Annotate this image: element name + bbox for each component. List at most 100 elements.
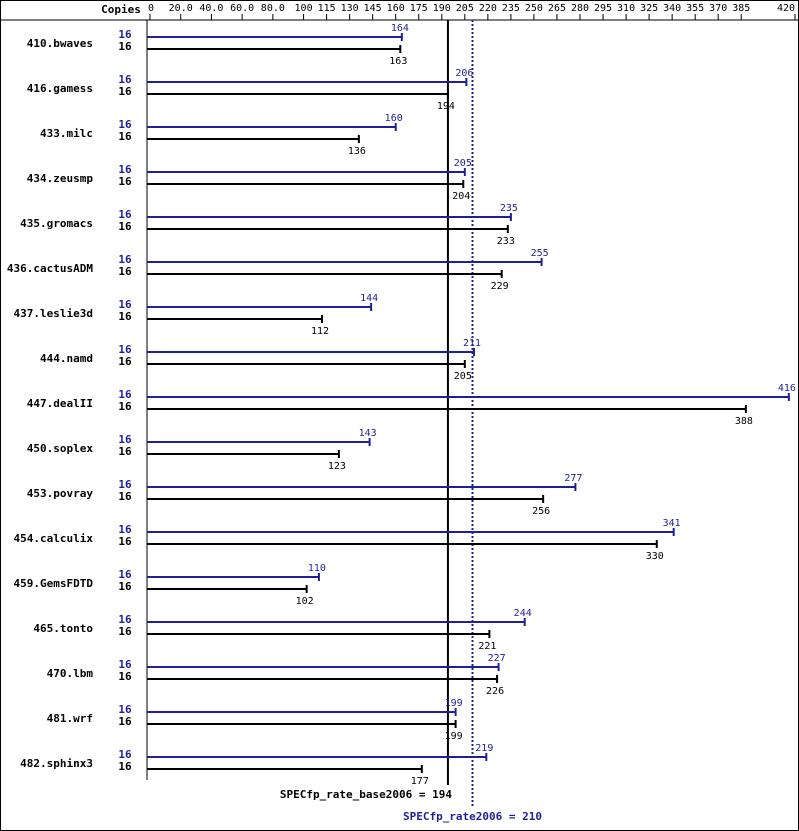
copies-label: 16 bbox=[118, 580, 132, 593]
x-tick-label: 265 bbox=[548, 3, 566, 14]
value-label: 229 bbox=[491, 281, 509, 292]
category-label: 454.calculix bbox=[14, 532, 94, 545]
value-label: 235 bbox=[500, 203, 518, 214]
copies-label: 16 bbox=[118, 265, 132, 278]
copies-label: 16 bbox=[118, 715, 132, 728]
copies-label: 16 bbox=[118, 568, 132, 581]
x-tick-label: 280 bbox=[571, 3, 589, 14]
copies-label: 16 bbox=[118, 163, 132, 176]
x-tick-label: 115 bbox=[318, 3, 336, 14]
value-label: 256 bbox=[532, 506, 550, 517]
copies-label: 16 bbox=[118, 28, 132, 41]
category-label: 450.soplex bbox=[27, 442, 94, 455]
value-label: 341 bbox=[663, 518, 681, 529]
copies-label: 16 bbox=[118, 535, 132, 548]
copies-label: 16 bbox=[118, 118, 132, 131]
x-tick-label: 340 bbox=[663, 3, 681, 14]
value-label: 199 bbox=[445, 698, 463, 709]
x-tick-label: 190 bbox=[433, 3, 451, 14]
copies-label: 16 bbox=[118, 658, 132, 671]
copies-label: 16 bbox=[118, 343, 132, 356]
x-tick-label: 0 bbox=[148, 3, 154, 14]
value-label: 226 bbox=[486, 686, 504, 697]
category-label: 410.bwaves bbox=[27, 37, 93, 50]
copies-label: 16 bbox=[118, 388, 132, 401]
copies-label: 16 bbox=[118, 703, 132, 716]
reference-label: SPECfp_rate2006 = 210 bbox=[403, 810, 542, 823]
value-label: 199 bbox=[445, 731, 463, 742]
x-tick-label: 40.0 bbox=[199, 3, 223, 14]
category-label: 453.povray bbox=[27, 487, 94, 500]
category-label: 435.gromacs bbox=[20, 217, 93, 230]
x-tick-label: 310 bbox=[617, 3, 635, 14]
copies-label: 16 bbox=[118, 40, 132, 53]
category-label: 444.namd bbox=[40, 352, 93, 365]
copies-label: 16 bbox=[118, 400, 132, 413]
copies-label: 16 bbox=[118, 220, 132, 233]
copies-label: 16 bbox=[118, 523, 132, 536]
copies-label: 16 bbox=[118, 613, 132, 626]
copies-label: 16 bbox=[118, 73, 132, 86]
copies-label: 16 bbox=[118, 85, 132, 98]
copies-label: 16 bbox=[118, 625, 132, 638]
x-tick-label: 250 bbox=[525, 3, 543, 14]
x-tick-label: 130 bbox=[341, 3, 359, 14]
x-tick-label: 100 bbox=[295, 3, 313, 14]
value-label: 164 bbox=[391, 23, 409, 34]
x-tick-label: 205 bbox=[456, 3, 474, 14]
value-label: 205 bbox=[454, 371, 472, 382]
value-label: 330 bbox=[646, 551, 664, 562]
value-label: 160 bbox=[385, 113, 403, 124]
category-label: 465.tonto bbox=[33, 622, 93, 635]
category-label: 447.dealII bbox=[27, 397, 93, 410]
x-tick-label: 370 bbox=[709, 3, 727, 14]
x-tick-label: 220 bbox=[479, 3, 497, 14]
copies-label: 16 bbox=[118, 253, 132, 266]
x-tick-label: 325 bbox=[640, 3, 658, 14]
value-label: 211 bbox=[463, 338, 481, 349]
category-label: 433.milc bbox=[40, 127, 93, 140]
copies-label: 16 bbox=[118, 748, 132, 761]
value-label: 205 bbox=[454, 158, 472, 169]
value-label: 219 bbox=[475, 743, 493, 754]
value-label: 143 bbox=[359, 428, 377, 439]
x-tick-label: 295 bbox=[594, 3, 612, 14]
value-label: 123 bbox=[328, 461, 346, 472]
value-label: 110 bbox=[308, 563, 326, 574]
category-label: 482.sphinx3 bbox=[20, 757, 93, 770]
copies-label: 16 bbox=[118, 478, 132, 491]
copies-label: 16 bbox=[118, 355, 132, 368]
value-label: 102 bbox=[296, 596, 314, 607]
x-tick-label: 175 bbox=[410, 3, 428, 14]
x-tick-label: 385 bbox=[732, 3, 750, 14]
x-tick-label: 160 bbox=[387, 3, 405, 14]
x-tick-label: 145 bbox=[364, 3, 382, 14]
value-label: 206 bbox=[455, 68, 473, 79]
value-label: 416 bbox=[778, 383, 796, 394]
value-label: 277 bbox=[564, 473, 582, 484]
category-label: 436.cactusADM bbox=[7, 262, 93, 275]
copies-label: 16 bbox=[118, 433, 132, 446]
copies-label: 16 bbox=[118, 445, 132, 458]
category-label: 416.gamess bbox=[27, 82, 93, 95]
copies-label: 16 bbox=[118, 175, 132, 188]
value-label: 388 bbox=[735, 416, 753, 427]
value-label: 112 bbox=[311, 326, 329, 337]
value-label: 204 bbox=[452, 191, 470, 202]
x-tick-label: 420 bbox=[777, 3, 795, 14]
x-tick-label: 60.0 bbox=[230, 3, 254, 14]
value-label: 144 bbox=[360, 293, 378, 304]
value-label: 227 bbox=[488, 653, 506, 664]
x-tick-label: 355 bbox=[686, 3, 704, 14]
value-label: 163 bbox=[389, 56, 407, 67]
copies-label: 16 bbox=[118, 760, 132, 773]
category-label: 434.zeusmp bbox=[27, 172, 94, 185]
copies-label: 16 bbox=[118, 208, 132, 221]
value-label: 221 bbox=[478, 641, 496, 652]
value-label: 177 bbox=[411, 776, 429, 787]
copies-label: 16 bbox=[118, 490, 132, 503]
copies-label: 16 bbox=[118, 130, 132, 143]
x-tick-label: 20.0 bbox=[169, 3, 193, 14]
